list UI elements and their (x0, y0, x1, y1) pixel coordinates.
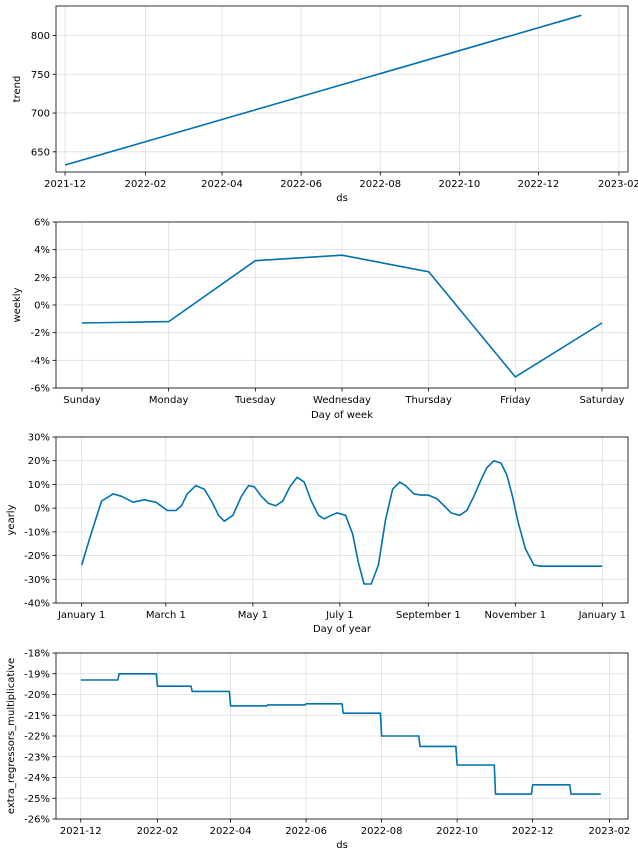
x-tick-label: 2022-06 (280, 179, 322, 190)
y-tick-label: 650 (31, 147, 50, 158)
series-line (81, 254, 603, 378)
y-tick-label: -30% (24, 575, 50, 586)
y-tick-label: -25% (24, 794, 50, 805)
y-tick-label: 800 (31, 31, 50, 42)
x-tick-label: 2022-02 (125, 179, 167, 190)
series-line (64, 14, 582, 166)
y-tick-label: 4% (34, 245, 50, 256)
series-line (80, 459, 603, 585)
x-tick-label: 2022-10 (436, 826, 478, 837)
y-tick-label: -19% (24, 669, 50, 680)
y-axis-label: extra_regressors_multiplicative (6, 658, 17, 814)
x-tick-label: 2022-08 (359, 179, 401, 190)
y-tick-label: 30% (28, 433, 50, 444)
y-tick-label: -2% (31, 328, 50, 339)
y-tick-label: 0% (34, 301, 50, 312)
x-tick-label: May 1 (238, 610, 268, 621)
y-tick-label: -22% (24, 732, 50, 743)
y-axis-label: weekly (12, 287, 23, 322)
x-tick-label: July 1 (325, 610, 354, 621)
x-tick-label: January 1 (57, 610, 105, 621)
x-axis-label: Day of week (311, 410, 373, 421)
x-tick-label: 2021-12 (60, 826, 102, 837)
plot-frame (55, 436, 629, 604)
x-tick-label: Wednesday (313, 395, 371, 406)
x-tick-label: 2022-02 (137, 826, 179, 837)
y-tick-label: 750 (31, 70, 50, 81)
x-axis-label: ds (336, 840, 348, 851)
y-tick-label: -20% (24, 690, 50, 701)
y-axis-label: yearly (6, 504, 17, 535)
x-tick-label: 2022-04 (201, 179, 243, 190)
x-tick-label: Saturday (579, 395, 624, 406)
x-tick-label: 2021-12 (44, 179, 86, 190)
y-tick-label: 20% (28, 456, 50, 467)
y-tick-label: 0% (34, 504, 50, 515)
x-tick-label: January 1 (578, 610, 626, 621)
chart-panel-trend: 2021-12 2022-02 2022-04 2022-06 2022-08 2022-… (12, 5, 638, 204)
y-tick-label: 6% (34, 218, 50, 229)
x-tick-label: 2022-10 (438, 179, 480, 190)
x-tick-label: March 1 (146, 610, 186, 621)
x-tick-label: 2022-06 (285, 826, 327, 837)
x-tick-label: September 1 (396, 610, 461, 621)
x-axis-label: Day of year (313, 624, 372, 635)
x-tick-label: 2023-02 (598, 179, 638, 190)
x-tick-label: Sunday (63, 395, 100, 406)
y-tick-label: -20% (24, 551, 50, 562)
plot-frame (55, 5, 629, 173)
x-tick-label: November 1 (485, 610, 547, 621)
y-tick-label: -21% (24, 711, 50, 722)
chart-panel-yearly: January 1 March 1 May 1 July 1 September 1 No… (6, 433, 629, 635)
y-tick-label: -6% (31, 384, 50, 395)
x-tick-label: 2022-12 (518, 179, 560, 190)
y-tick-label: 2% (34, 273, 50, 284)
y-tick-label: -26% (24, 815, 50, 826)
y-tick-label: -40% (24, 599, 50, 610)
x-tick-label: 2023-02 (589, 826, 631, 837)
y-tick-label: -23% (24, 752, 50, 763)
y-tick-label: 700 (31, 109, 50, 120)
series-line (80, 672, 601, 795)
x-tick-label: Tuesday (234, 395, 276, 406)
x-tick-label: 2022-04 (210, 826, 252, 837)
chart-panel-extra-regressors: 2021-12 2022-02 2022-04 2022-06 2022-08 2022-… (6, 649, 631, 852)
y-tick-label: -10% (24, 527, 50, 538)
y-tick-label: 10% (28, 480, 50, 491)
chart-panel-weekly: Sunday Monday Tuesday Wednesday Thursday Frid… (12, 218, 629, 421)
x-axis-label: ds (336, 193, 348, 204)
y-tick-label: -24% (24, 773, 50, 784)
x-tick-label: Monday (149, 395, 189, 406)
x-tick-label: Thursday (404, 395, 452, 406)
y-tick-label: -4% (31, 356, 50, 367)
y-axis-label: trend (12, 76, 23, 103)
x-tick-label: Friday (500, 395, 530, 406)
y-tick-label: -18% (24, 649, 50, 660)
x-tick-label: 2022-12 (512, 826, 554, 837)
x-tick-label: 2022-08 (361, 826, 403, 837)
